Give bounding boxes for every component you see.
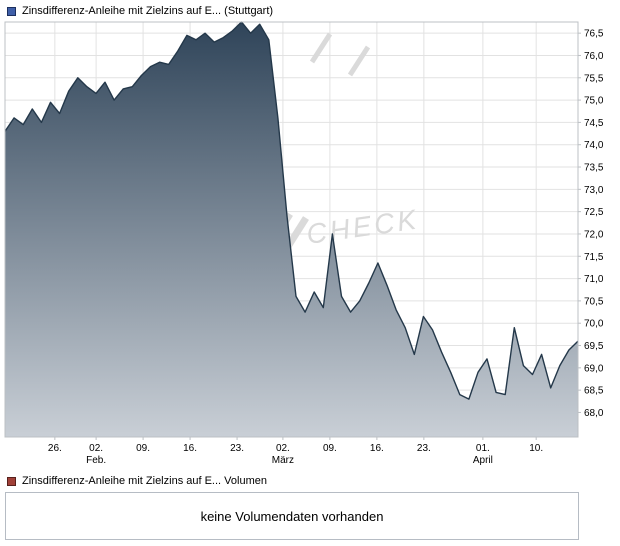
svg-text:02.: 02. [89, 443, 103, 454]
price-legend: Zinsdifferenz-Anleihe mit Zielzins auf E… [0, 0, 620, 18]
svg-text:10.: 10. [529, 443, 543, 454]
svg-text:09.: 09. [323, 443, 337, 454]
svg-text:April: April [473, 455, 493, 466]
volume-empty-box: keine Volumendaten vorhanden [5, 492, 579, 540]
svg-text:69,5: 69,5 [584, 341, 604, 352]
svg-text:01.: 01. [476, 443, 490, 454]
svg-text:72,0: 72,0 [584, 229, 604, 240]
volume-legend: Zinsdifferenz-Anleihe mit Zielzins auf E… [0, 468, 620, 488]
svg-text:71,0: 71,0 [584, 274, 604, 285]
svg-text:Feb.: Feb. [86, 455, 106, 466]
svg-text:März: März [272, 455, 294, 466]
price-legend-label: Zinsdifferenz-Anleihe mit Zielzins auf E… [22, 5, 274, 17]
svg-text:69,0: 69,0 [584, 363, 604, 374]
svg-text:23.: 23. [417, 443, 431, 454]
volume-series-marker-icon [7, 476, 16, 486]
svg-text:73,5: 73,5 [584, 163, 604, 174]
svg-text:74,0: 74,0 [584, 140, 604, 151]
svg-text:70,5: 70,5 [584, 296, 604, 307]
svg-text:02.: 02. [276, 443, 290, 454]
svg-text:72,5: 72,5 [584, 207, 604, 218]
svg-text:23.: 23. [230, 443, 244, 454]
svg-text:26.: 26. [48, 443, 62, 454]
svg-text:76,0: 76,0 [584, 51, 604, 62]
svg-text:75,5: 75,5 [584, 73, 604, 84]
svg-text:75,0: 75,0 [584, 96, 604, 107]
svg-text:70,0: 70,0 [584, 319, 604, 330]
svg-text:16.: 16. [370, 443, 384, 454]
price-series-marker-icon [7, 6, 16, 16]
price-chart: 76,5 76,0 75,5 75,0 74,5 74,0 73,5 73,0 72,5 72,0… [4, 21, 604, 466]
svg-text:68,5: 68,5 [584, 386, 604, 397]
svg-text:74,5: 74,5 [584, 118, 604, 129]
svg-text:73,0: 73,0 [584, 185, 604, 196]
svg-text:71,5: 71,5 [584, 252, 604, 263]
svg-text:CHECK: CHECK [305, 204, 421, 250]
svg-text:09.: 09. [136, 443, 150, 454]
svg-text:16.: 16. [183, 443, 197, 454]
volume-empty-message: keine Volumendaten vorhanden [200, 508, 384, 524]
volume-legend-label: Zinsdifferenz-Anleihe mit Zielzins auf E… [22, 475, 267, 487]
svg-text:76,5: 76,5 [584, 29, 604, 40]
svg-text:68,0: 68,0 [584, 408, 604, 419]
